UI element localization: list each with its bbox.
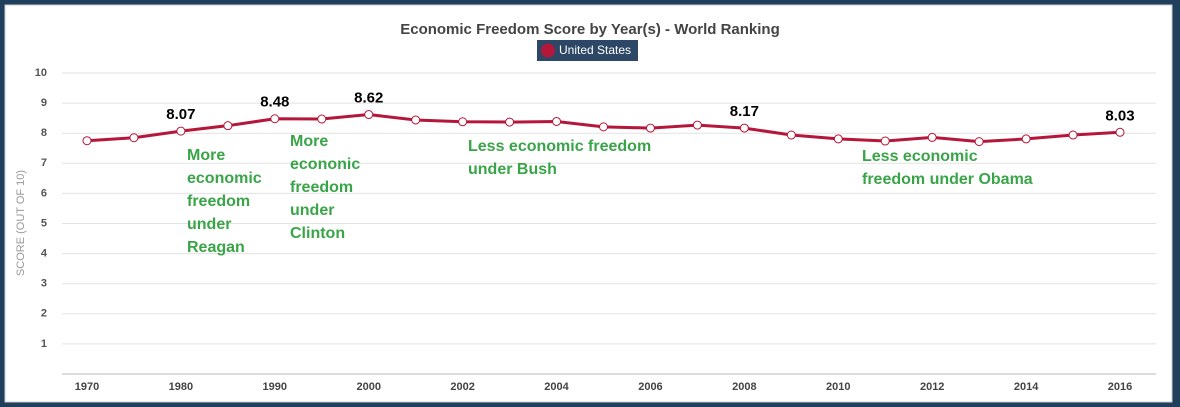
x-tick-label: 2002 <box>450 381 474 393</box>
data-point <box>1068 130 1078 140</box>
y-tick-label: 10 <box>35 67 47 79</box>
data-point <box>1115 127 1125 137</box>
legend: United States <box>537 40 638 61</box>
data-label: 8.48 <box>260 94 289 111</box>
x-tick-label: 2004 <box>544 381 569 393</box>
data-point <box>364 110 374 120</box>
annotation: economic <box>187 170 262 187</box>
legend-label: United States <box>559 43 631 57</box>
y-tick-label: 7 <box>41 157 47 169</box>
data-point <box>786 130 796 140</box>
data-label: 8.07 <box>166 106 195 123</box>
data-point <box>974 137 984 147</box>
annotation: More <box>290 133 328 150</box>
annotation: Clinton <box>290 225 345 242</box>
x-tick-label: 1990 <box>263 381 287 393</box>
data-label: 8.62 <box>354 90 383 107</box>
y-tick-label: 6 <box>41 187 47 199</box>
x-tick-label: 2000 <box>356 381 380 393</box>
x-tick-label: 1980 <box>169 381 193 393</box>
x-tick-label: 2008 <box>732 381 756 393</box>
annotation: freedom under Obama <box>862 171 1033 188</box>
y-tick-label: 4 <box>41 248 48 260</box>
data-point <box>317 114 327 124</box>
y-tick-label: 8 <box>41 127 47 139</box>
x-tick-label: 2014 <box>1014 381 1039 393</box>
data-point <box>129 133 139 143</box>
x-tick-label: 1970 <box>75 381 99 393</box>
data-point <box>645 123 655 133</box>
y-tick-label: 9 <box>41 97 47 109</box>
data-point <box>692 120 702 130</box>
legend-marker <box>541 43 555 58</box>
y-tick-label: 2 <box>41 308 47 320</box>
annotation: freedom <box>187 193 250 210</box>
legend-box <box>537 40 638 61</box>
data-point <box>739 123 749 133</box>
annotation: Less economic <box>862 148 978 165</box>
annotation: Reagan <box>187 239 245 256</box>
y-axis-label: SCORE (OUT OF 10) <box>15 170 27 276</box>
data-point <box>270 114 280 124</box>
annotation: under Bush <box>468 161 557 178</box>
data-label: 8.03 <box>1105 107 1134 124</box>
data-point <box>458 117 468 127</box>
annotation: under <box>290 202 334 219</box>
data-point <box>552 116 562 126</box>
annotation: econonic <box>290 156 360 173</box>
annotation: under <box>187 216 231 233</box>
data-point <box>880 136 890 146</box>
data-point <box>176 126 186 136</box>
data-label: 8.17 <box>730 103 759 120</box>
data-point <box>927 132 937 142</box>
annotation: Less economic freedom <box>468 138 651 155</box>
chart-panel <box>4 4 1173 403</box>
data-point <box>505 117 515 127</box>
annotation: More <box>187 147 225 164</box>
x-tick-label: 2010 <box>826 381 850 393</box>
chart-title: Economic Freedom Score by Year(s) - Worl… <box>400 21 780 38</box>
x-tick-label: 2016 <box>1108 381 1132 393</box>
y-tick-label: 3 <box>41 278 47 290</box>
annotation: freedom <box>290 179 353 196</box>
y-tick-label: 5 <box>41 217 47 229</box>
y-tick-label: 1 <box>41 338 47 350</box>
data-point <box>223 121 233 131</box>
data-point <box>82 136 92 146</box>
data-point <box>599 122 608 132</box>
data-point <box>833 134 843 144</box>
x-tick-label: 2012 <box>920 381 944 393</box>
data-point <box>411 115 421 125</box>
data-point <box>1021 134 1031 144</box>
x-tick-label: 2006 <box>638 381 662 393</box>
